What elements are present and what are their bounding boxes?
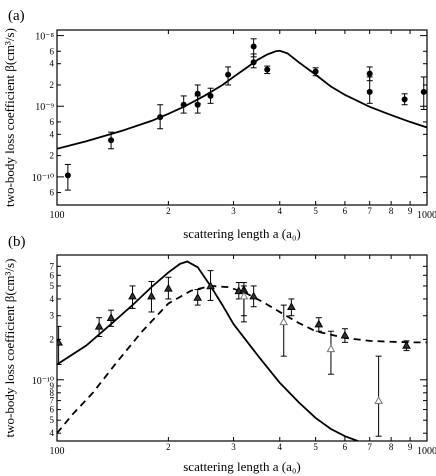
y-tick-label: 5 bbox=[50, 415, 55, 425]
data-point bbox=[420, 88, 427, 95]
y-tick-label: 5 bbox=[50, 281, 55, 291]
plot-frame bbox=[56, 29, 428, 206]
data-point bbox=[264, 66, 271, 73]
data-point-filled-triangle bbox=[147, 291, 156, 300]
data-point-open-triangle bbox=[374, 396, 383, 404]
y-tick-label: 2 bbox=[50, 334, 55, 344]
data-point bbox=[366, 70, 373, 77]
y-tick-label: 4 bbox=[50, 428, 55, 438]
x-tick-label: 1000 bbox=[417, 446, 436, 457]
y-tick-label: 3 bbox=[50, 311, 55, 321]
plot-frame bbox=[56, 254, 428, 442]
data-point bbox=[401, 96, 408, 103]
y-tick-label: 7 bbox=[50, 396, 55, 406]
y-tick-label: 10⁻¹⁰ bbox=[32, 173, 54, 184]
x-tick-label: 100 bbox=[50, 446, 65, 457]
dashed-curve bbox=[57, 285, 427, 434]
data-point bbox=[194, 90, 201, 97]
data-point bbox=[225, 71, 232, 78]
y-tick-label: 4 bbox=[50, 129, 55, 139]
data-point-filled-triangle bbox=[164, 283, 173, 292]
data-point bbox=[180, 101, 187, 108]
plot-area bbox=[57, 260, 427, 441]
x-tick-label: 100 bbox=[50, 210, 65, 221]
panel-label: (a) bbox=[8, 8, 25, 24]
x-tick-label: 5 bbox=[313, 206, 318, 216]
data-point-filled-triangle bbox=[128, 291, 137, 300]
y-tick-label: 6 bbox=[50, 270, 55, 280]
data-point-filled-triangle bbox=[249, 291, 258, 300]
data-point bbox=[250, 43, 257, 50]
data-point-filled-triangle bbox=[402, 340, 411, 349]
data-point bbox=[207, 92, 214, 99]
solid-curve bbox=[57, 49, 427, 150]
plot-area bbox=[57, 38, 427, 191]
data-point bbox=[64, 172, 71, 179]
y-tick-label: 2 bbox=[50, 80, 55, 90]
data-point bbox=[250, 59, 257, 66]
y-tick-label: 4 bbox=[50, 294, 55, 304]
x-tick-label: 5 bbox=[313, 442, 318, 452]
data-point-open-triangle bbox=[326, 344, 336, 353]
y-tick-label: 9 bbox=[50, 381, 55, 391]
y-axis-title: two-body loss coefficient β(cm³/s) bbox=[2, 28, 17, 207]
y-tick-label: 4 bbox=[50, 59, 55, 69]
y-tick-label: 8 bbox=[50, 388, 55, 398]
data-point-filled-triangle bbox=[193, 292, 203, 301]
panel-label: (b) bbox=[8, 234, 26, 250]
x-tick-label: 7 bbox=[367, 442, 372, 452]
x-tick-label: 3 bbox=[231, 206, 236, 216]
x-tick-label: 2 bbox=[166, 442, 171, 452]
y-tick-label: 10⁻⁸ bbox=[35, 32, 54, 43]
x-tick-label: 8 bbox=[389, 442, 394, 452]
x-tick-label: 9 bbox=[408, 206, 413, 216]
y-tick-label: 10⁻¹⁰ bbox=[32, 376, 54, 387]
data-point-filled-triangle bbox=[314, 319, 324, 328]
data-point-filled-triangle bbox=[340, 330, 350, 339]
x-tick-label: 1000 bbox=[417, 210, 436, 221]
data-point-open-triangle bbox=[239, 291, 249, 300]
data-point bbox=[366, 88, 373, 95]
x-tick-label: 4 bbox=[278, 206, 283, 216]
y-tick-label: 10⁻⁹ bbox=[35, 102, 54, 113]
x-tick-label: 2 bbox=[166, 206, 171, 216]
x-tick-label: 6 bbox=[343, 206, 348, 216]
data-point-filled-triangle bbox=[287, 302, 296, 311]
y-tick-label: 2 bbox=[50, 151, 55, 161]
y-axis-title: two-body loss coefficient β(cm³/s) bbox=[2, 259, 17, 438]
data-point-filled-triangle bbox=[106, 313, 116, 322]
x-axis-title: scattering length a (a₀) bbox=[183, 226, 301, 241]
data-point-filled-triangle bbox=[57, 337, 63, 346]
x-tick-label: 6 bbox=[343, 442, 348, 452]
x-tick-label: 9 bbox=[408, 442, 413, 452]
panel-a: (a) 100 1000 2 3 4 5 6 7 8 9 10⁻¹⁰ 10⁻⁹ 10⁻⁸ 6 2 4 6 2 4 6 sc… bbox=[2, 8, 436, 241]
data-point-filled-triangle bbox=[94, 321, 104, 330]
y-tick-label: 6 bbox=[50, 188, 55, 198]
data-point bbox=[157, 114, 164, 121]
y-tick-label: 6 bbox=[50, 46, 55, 56]
x-tick-label: 4 bbox=[278, 442, 283, 452]
y-tick-label: 7 bbox=[50, 261, 55, 271]
data-point bbox=[312, 68, 319, 75]
x-tick-label: 8 bbox=[389, 206, 394, 216]
y-tick-label: 6 bbox=[50, 405, 55, 415]
data-point bbox=[108, 137, 115, 144]
data-point-open-triangle bbox=[279, 317, 289, 326]
y-tick-label: 6 bbox=[50, 117, 55, 127]
x-axis-title: scattering length a (a₀) bbox=[183, 459, 301, 474]
x-tick-label: 3 bbox=[231, 442, 236, 452]
x-tick-label: 7 bbox=[367, 206, 372, 216]
data-point-filled-triangle bbox=[206, 281, 215, 290]
